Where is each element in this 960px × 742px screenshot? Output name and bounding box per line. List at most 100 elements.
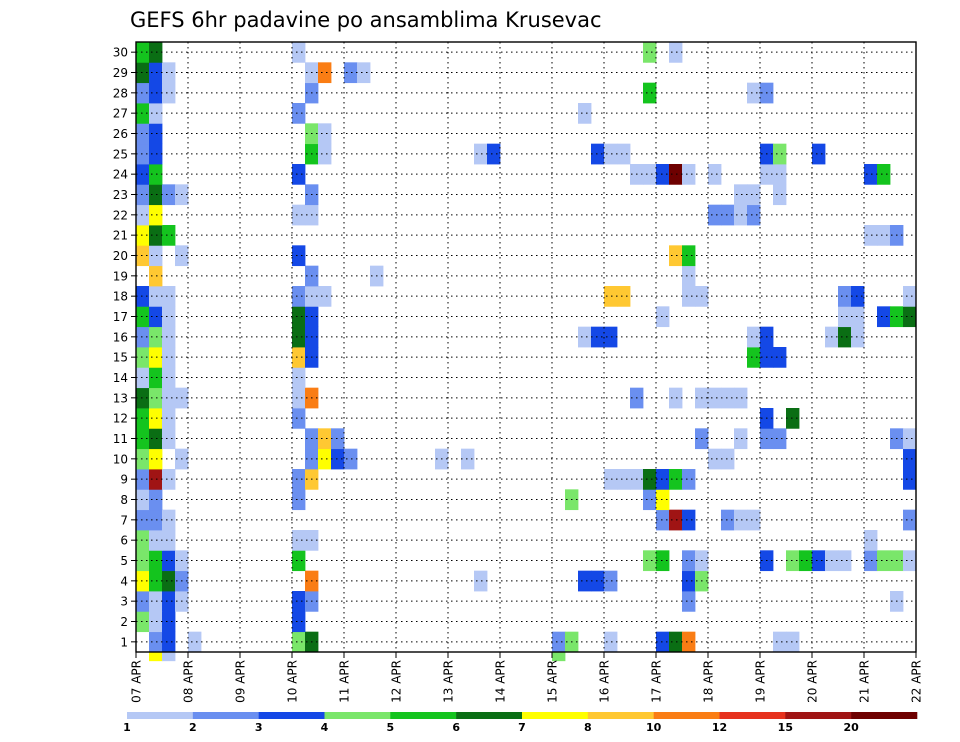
- heatmap-cell: [643, 550, 657, 572]
- y-tick-label: 6: [120, 534, 128, 548]
- heatmap-cell: [149, 591, 163, 612]
- heatmap-cell: [149, 184, 163, 206]
- heatmap-cell: [344, 448, 358, 470]
- heatmap-cell: [851, 326, 865, 348]
- colorbar-label: 2: [189, 721, 197, 734]
- heatmap-cell: [149, 550, 163, 572]
- heatmap-cell: [812, 143, 826, 165]
- heatmap-cell: [149, 225, 163, 246]
- plot-frame: [135, 41, 917, 653]
- heatmap-cells: [136, 42, 917, 662]
- heatmap-cell: [773, 631, 787, 653]
- heatmap-cell: [617, 469, 631, 490]
- colorbar-swatch: [456, 712, 523, 719]
- y-tick-label: 28: [113, 86, 128, 100]
- heatmap-cell: [162, 387, 176, 409]
- heatmap-cell: [643, 82, 657, 104]
- heatmap-cell: [136, 489, 150, 511]
- heatmap-cell: [162, 225, 176, 246]
- heatmap-cell: [292, 550, 306, 572]
- x-tick-label: 19 APR: [754, 660, 768, 703]
- heatmap-cell: [877, 306, 891, 328]
- heatmap-cell: [149, 103, 163, 124]
- heatmap-cell: [149, 408, 163, 429]
- heatmap-cell: [669, 42, 683, 63]
- heatmap-cell: [149, 143, 163, 165]
- heatmap-cell: [136, 245, 150, 267]
- heatmap-cell: [903, 448, 917, 470]
- heatmap-cell: [136, 570, 150, 592]
- heatmap-cell: [136, 387, 150, 409]
- colorbar-swatch: [785, 712, 852, 719]
- heatmap-cell: [292, 631, 306, 653]
- y-tick-label: 7: [120, 513, 128, 527]
- heatmap-cell: [344, 62, 358, 84]
- heatmap-cell: [136, 428, 150, 450]
- heatmap-cell: [903, 469, 917, 490]
- heatmap-cell: [591, 326, 605, 348]
- colorbar-swatch: [127, 712, 194, 719]
- x-tick-label: 17 APR: [650, 660, 664, 703]
- heatmap-cell: [292, 530, 306, 551]
- heatmap-cell: [162, 631, 176, 653]
- heatmap-cell: [864, 530, 878, 551]
- heatmap-cell: [656, 631, 670, 653]
- heatmap-cell: [292, 103, 306, 124]
- heatmap-cell: [669, 509, 683, 531]
- heatmap-cell: [162, 408, 176, 429]
- y-tick-label: 15: [113, 351, 128, 365]
- x-tick-label: 11 APR: [338, 660, 352, 703]
- heatmap-cell: [149, 326, 163, 348]
- heatmap-cell: [838, 286, 852, 307]
- heatmap-cell: [747, 82, 761, 104]
- heatmap-cell: [318, 123, 332, 145]
- heatmap-cell: [656, 306, 670, 328]
- heatmap-cell: [773, 143, 787, 165]
- x-tick-label: 12 APR: [390, 660, 404, 703]
- heatmap-cell: [136, 82, 150, 104]
- heatmap-cell: [682, 469, 696, 490]
- heatmap-cell: [474, 143, 488, 165]
- heatmap-cell-edge: [149, 652, 163, 662]
- heatmap-cell: [851, 306, 865, 328]
- heatmap-cell: [136, 123, 150, 145]
- colorbar-label: 15: [778, 721, 793, 734]
- heatmap-cell: [747, 184, 761, 206]
- heatmap-cell: [136, 286, 150, 307]
- y-tick-label: 20: [113, 249, 128, 263]
- colorbar-label: 3: [255, 721, 263, 734]
- grid-lines: [136, 42, 916, 652]
- heatmap-cell: [734, 204, 748, 226]
- heatmap-cell: [318, 62, 332, 84]
- y-tick-label: 16: [113, 330, 128, 344]
- heatmap-cell: [734, 184, 748, 206]
- heatmap-cell: [604, 326, 618, 348]
- x-tick-label: 13 APR: [442, 660, 456, 703]
- heatmap-cell: [149, 306, 163, 328]
- heatmap-cell: [292, 42, 306, 63]
- heatmap-cell: [773, 428, 787, 450]
- heatmap-cell: [136, 103, 150, 124]
- heatmap-cell: [136, 164, 150, 185]
- heatmap-cell: [292, 367, 306, 389]
- heatmap-cell: [617, 286, 631, 307]
- colorbar-label: 7: [518, 721, 526, 734]
- heatmap-cell: [292, 245, 306, 267]
- y-tick-label: 19: [113, 269, 128, 283]
- heatmap-cell: [149, 611, 163, 633]
- heatmap-cell: [331, 428, 345, 450]
- heatmap-cell: [292, 387, 306, 409]
- heatmap-cell: [292, 408, 306, 429]
- heatmap-cell: [721, 387, 735, 409]
- heatmap-cell: [643, 489, 657, 511]
- heatmap-cell: [292, 306, 306, 328]
- heatmap-cell: [734, 428, 748, 450]
- x-tick-label: 15 APR: [546, 660, 560, 703]
- heatmap-cell: [149, 245, 163, 267]
- heatmap-cell: [578, 326, 592, 348]
- heatmap-cell: [318, 428, 332, 450]
- heatmap-cell: [149, 204, 163, 226]
- heatmap-cell: [734, 509, 748, 531]
- heatmap-cell: [162, 306, 176, 328]
